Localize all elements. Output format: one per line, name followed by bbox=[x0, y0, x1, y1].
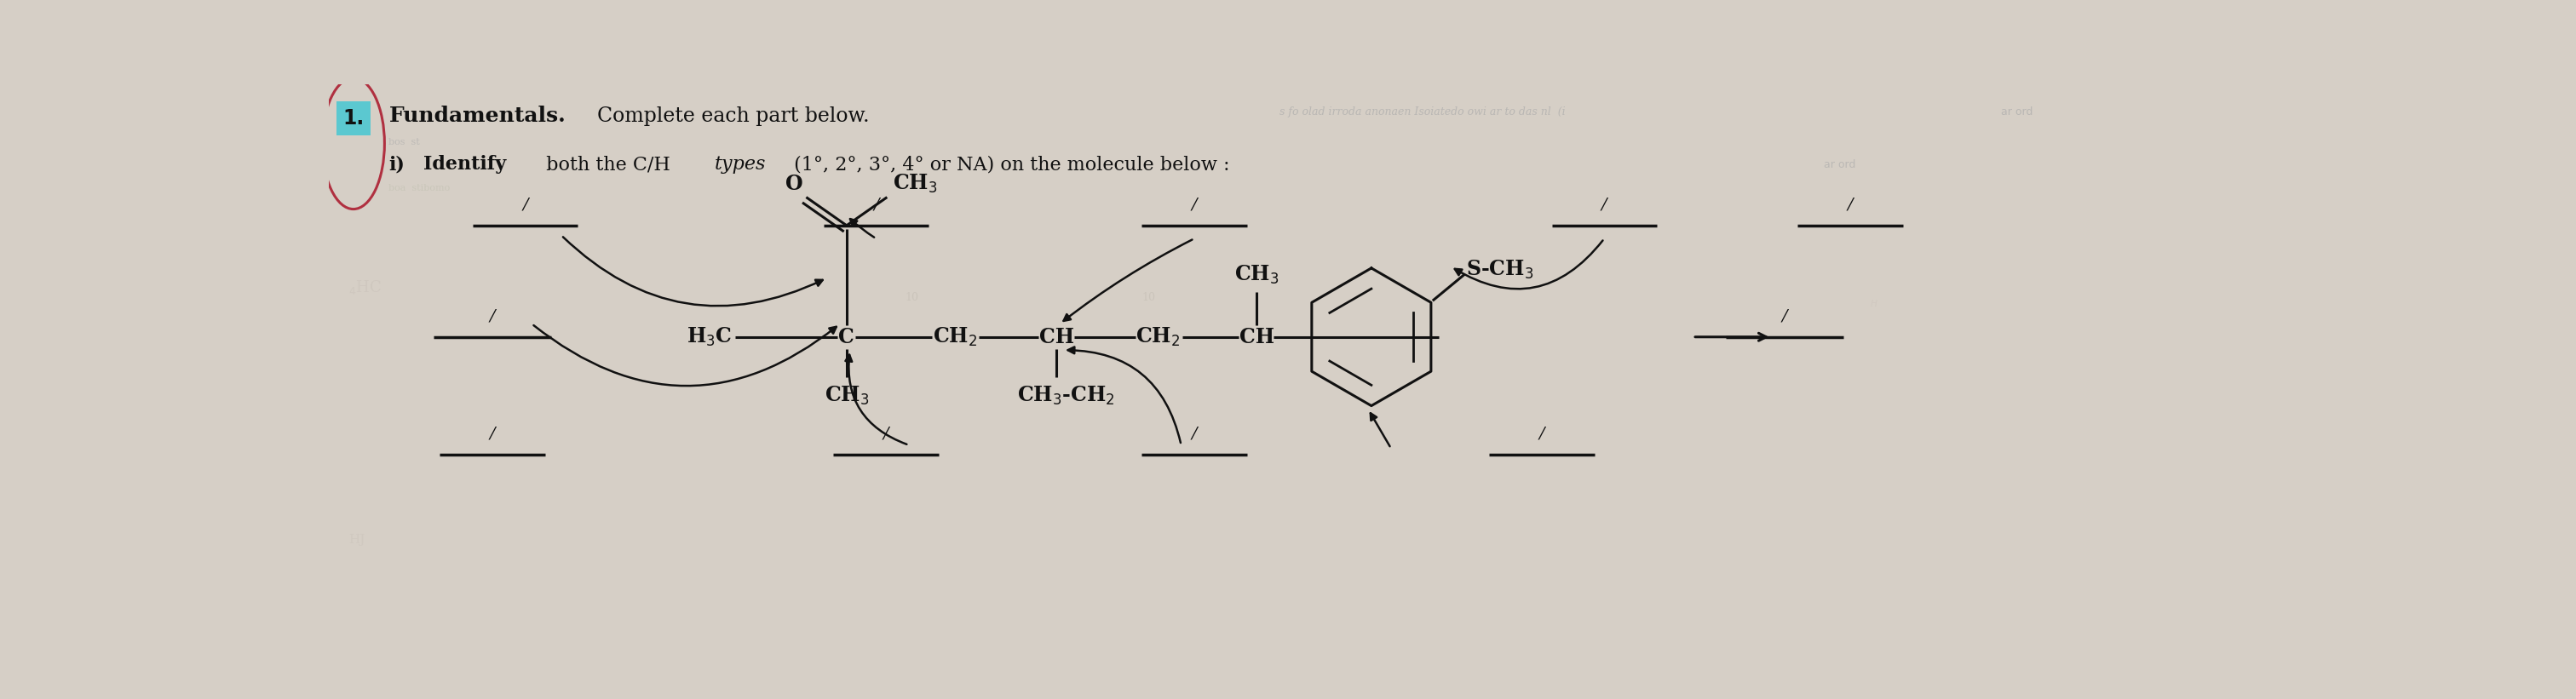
Text: /: / bbox=[489, 308, 495, 324]
Text: /: / bbox=[1602, 197, 1607, 212]
FancyArrowPatch shape bbox=[845, 355, 907, 445]
FancyArrowPatch shape bbox=[1370, 413, 1391, 447]
Text: 10: 10 bbox=[1141, 292, 1154, 303]
Text: bos  st: bos st bbox=[389, 138, 420, 147]
Text: Fundamentals.: Fundamentals. bbox=[389, 106, 567, 127]
Text: S-CH$_3$: S-CH$_3$ bbox=[1466, 259, 1533, 281]
Text: /: / bbox=[1783, 308, 1788, 324]
Text: ar ord: ar ord bbox=[1824, 159, 1855, 170]
Text: i): i) bbox=[389, 155, 404, 174]
Text: C: C bbox=[840, 326, 855, 347]
Text: /: / bbox=[1538, 426, 1546, 442]
Text: CH$_2$: CH$_2$ bbox=[1136, 326, 1180, 348]
Text: /: / bbox=[523, 197, 528, 212]
Text: types: types bbox=[714, 155, 765, 174]
Text: CH$_3$: CH$_3$ bbox=[1234, 264, 1278, 286]
Text: (1°, 2°, 3°, 4° or NA) on the molecule below :: (1°, 2°, 3°, 4° or NA) on the molecule b… bbox=[788, 155, 1229, 174]
Text: /: / bbox=[1193, 426, 1198, 442]
FancyArrowPatch shape bbox=[1455, 240, 1602, 289]
Text: HJ: HJ bbox=[348, 534, 366, 546]
Text: 10: 10 bbox=[904, 292, 920, 303]
Text: s fo olad irroda anonaen Isoiatedo owi ar to das nl  (i: s fo olad irroda anonaen Isoiatedo owi a… bbox=[1280, 106, 1566, 117]
Text: /: / bbox=[489, 426, 495, 442]
Text: ar ord: ar ord bbox=[2002, 106, 2032, 117]
Text: O: O bbox=[786, 173, 804, 194]
Text: CH$_2$: CH$_2$ bbox=[933, 326, 976, 348]
Text: $^H$: $^H$ bbox=[1870, 301, 1878, 313]
FancyArrowPatch shape bbox=[1064, 240, 1193, 321]
FancyArrowPatch shape bbox=[533, 325, 837, 386]
Text: boa  stibomo: boa stibomo bbox=[389, 184, 451, 192]
Text: /: / bbox=[1847, 197, 1852, 212]
FancyArrowPatch shape bbox=[1069, 347, 1180, 442]
Text: CH$_3$: CH$_3$ bbox=[891, 173, 938, 195]
Text: /: / bbox=[1193, 197, 1198, 212]
FancyArrowPatch shape bbox=[564, 237, 822, 306]
Text: CH: CH bbox=[1239, 326, 1275, 347]
Text: Complete each part below.: Complete each part below. bbox=[598, 106, 871, 126]
Text: 1.: 1. bbox=[343, 108, 363, 129]
Bar bbox=[337, 101, 371, 136]
FancyArrowPatch shape bbox=[850, 219, 873, 238]
Text: Identify: Identify bbox=[422, 155, 507, 174]
Text: CH$_3$: CH$_3$ bbox=[824, 384, 868, 407]
Text: /: / bbox=[884, 426, 889, 442]
Text: H$_3$C: H$_3$C bbox=[685, 326, 732, 348]
Text: CH$_3$-CH$_2$: CH$_3$-CH$_2$ bbox=[1018, 384, 1115, 407]
Text: /: / bbox=[873, 197, 878, 212]
Text: both the C/H: both the C/H bbox=[538, 155, 675, 174]
Text: $_4$HC: $_4$HC bbox=[348, 279, 381, 296]
Text: CH: CH bbox=[1038, 326, 1074, 347]
